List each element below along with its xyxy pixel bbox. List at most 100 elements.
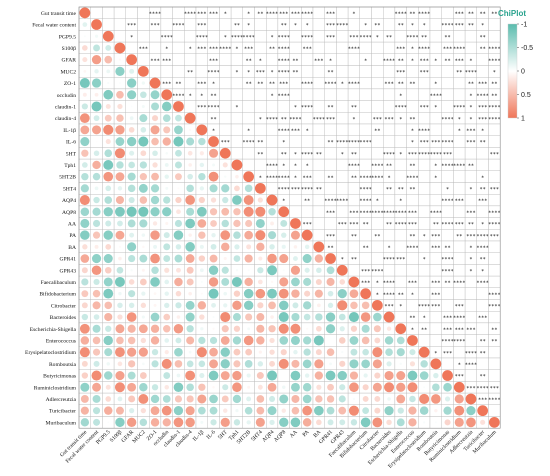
heatmap-cell: [359, 229, 372, 242]
heatmap-cell: [441, 100, 454, 113]
correlation-circle: [185, 195, 196, 205]
significance-star: *: [399, 199, 402, 205]
correlation-circle: [396, 418, 405, 427]
column-tick-label: PA: [302, 429, 311, 438]
correlation-circle: [396, 371, 406, 381]
correlation-circle: [396, 348, 405, 357]
significance-star: ****: [476, 234, 489, 240]
correlation-circle: [199, 372, 205, 379]
significance-star: ***: [291, 187, 300, 193]
heatmap-cell: [429, 41, 442, 54]
correlation-circle: [173, 382, 184, 393]
correlation-circle: [174, 360, 183, 368]
significance-star: **: [480, 47, 486, 53]
heatmap-cell: [312, 217, 325, 230]
correlation-circle: [105, 139, 111, 145]
correlation-circle: [80, 218, 90, 228]
correlation-circle: [164, 384, 170, 390]
heatmap-cell: [312, 30, 325, 43]
significance-star: *: [247, 70, 250, 76]
correlation-circle: [175, 244, 182, 250]
correlation-circle: [423, 386, 426, 389]
correlation-circle: [211, 232, 216, 238]
significance-star: ***: [291, 11, 300, 17]
correlation-circle: [117, 396, 123, 402]
heatmap-cell: [266, 135, 279, 148]
correlation-circle: [127, 219, 136, 228]
correlation-circle: [198, 137, 206, 146]
correlation-circle: [327, 290, 334, 297]
correlation-circle: [150, 195, 160, 205]
significance-star: *: [423, 23, 426, 29]
correlation-circle: [282, 385, 286, 389]
heatmap-cell: [102, 18, 115, 31]
correlation-circle: [329, 339, 332, 342]
correlation-circle: [115, 137, 125, 146]
heatmap-cell: [324, 41, 337, 54]
correlation-circle: [246, 244, 252, 250]
correlation-circle: [303, 277, 312, 286]
significance-star: ****: [418, 304, 431, 310]
correlation-circle: [141, 104, 145, 108]
heatmap-cell: [429, 322, 442, 335]
significance-star: *: [469, 187, 472, 193]
correlation-circle: [153, 244, 158, 249]
correlation-circle: [303, 336, 312, 345]
correlation-circle: [282, 269, 285, 272]
significance-star: *: [481, 128, 484, 134]
significance-star: *: [200, 93, 203, 99]
correlation-circle: [290, 370, 301, 381]
significance-star: ***: [302, 47, 311, 53]
diagonal-circle: [371, 299, 383, 311]
heatmap-cell: [301, 65, 314, 78]
heatmap-cell: [406, 299, 419, 312]
significance-star: **: [269, 47, 275, 53]
significance-star: ***: [431, 304, 440, 310]
diagonal-circle: [79, 7, 91, 19]
heatmap-cell: [336, 88, 349, 101]
heatmap-cell: [242, 100, 255, 113]
heatmap-cell: [488, 404, 501, 417]
correlation-circle: [129, 408, 135, 414]
correlation-circle: [348, 405, 359, 416]
correlation-circle: [127, 184, 136, 193]
significance-star: ***: [455, 374, 464, 380]
heatmap-cell: [160, 6, 173, 19]
correlation-circle: [91, 54, 102, 65]
significance-star: ****: [371, 164, 384, 170]
correlation-circle: [174, 395, 182, 403]
row-tick-label: Escherichia-Shigella: [30, 327, 77, 333]
correlation-circle: [372, 417, 383, 428]
correlation-circle: [291, 382, 300, 392]
correlation-circle: [303, 301, 312, 310]
correlation-circle: [362, 348, 369, 356]
heatmap-cell: [383, 193, 396, 207]
heatmap-cell: [476, 65, 489, 78]
correlation-circle: [258, 256, 263, 261]
correlation-circle: [208, 171, 219, 182]
correlation-circle: [256, 406, 265, 415]
correlation-circle: [103, 89, 114, 100]
correlation-circle: [279, 336, 289, 345]
significance-star: ***: [478, 316, 487, 322]
row-tick-label: IL-6: [66, 140, 76, 146]
heatmap-cell: [488, 252, 501, 265]
correlation-circle: [127, 78, 137, 88]
significance-star: ****: [301, 82, 314, 88]
significance-star: ****: [336, 140, 349, 146]
row-tick-label: Muribaculum: [46, 420, 77, 426]
correlation-circle: [81, 278, 89, 286]
significance-star: **: [386, 164, 392, 170]
heatmap-cell: [359, 252, 372, 265]
correlation-circle: [107, 81, 110, 85]
significance-star: ***: [127, 23, 136, 29]
diagonal-circle: [278, 206, 290, 218]
significance-star: **: [409, 234, 415, 240]
significance-star: ****: [383, 257, 396, 263]
significance-star: ****: [324, 82, 337, 88]
correlation-circle: [164, 279, 170, 285]
significance-star: **: [316, 187, 322, 193]
correlation-circle: [150, 184, 160, 193]
correlation-circle: [127, 324, 136, 333]
correlation-circle: [80, 394, 89, 403]
